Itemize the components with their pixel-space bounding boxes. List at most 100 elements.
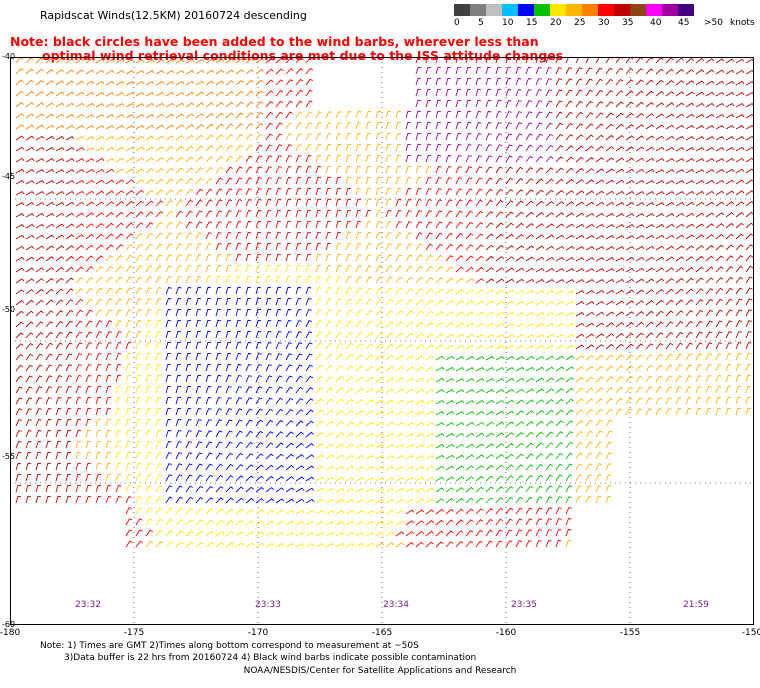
wind-barb [135, 407, 141, 416]
wind-barb [55, 234, 65, 240]
wind-barb [175, 135, 185, 141]
wind-barb [655, 343, 664, 350]
wind-barb [555, 312, 565, 317]
wind-barb [145, 232, 154, 240]
wind-barb [295, 509, 305, 515]
wind-barb [105, 363, 112, 372]
wind-barb [35, 397, 43, 405]
wind-barb [315, 498, 325, 504]
wind-barb [675, 124, 685, 130]
legend-label: >50 [704, 18, 723, 28]
wind-barb [265, 253, 271, 262]
wind-barb [575, 179, 585, 185]
wind-barb [475, 367, 485, 372]
wind-barb [175, 452, 183, 460]
wind-barb [115, 135, 125, 141]
wind-barb [495, 110, 502, 119]
wind-barb [675, 321, 684, 328]
wind-barb [375, 165, 381, 174]
wind-barb [405, 455, 415, 460]
wind-barb [295, 308, 302, 317]
wind-barb [295, 297, 302, 306]
wind-barb [345, 298, 353, 306]
wind-barb [505, 77, 512, 86]
wind-barb [435, 77, 441, 86]
wind-barb [565, 111, 573, 119]
wind-barb [95, 396, 102, 405]
wind-barb [185, 530, 194, 537]
wind-barb [375, 520, 385, 526]
wind-barb [145, 518, 153, 526]
wind-barb [135, 496, 143, 504]
wind-barb [645, 321, 654, 328]
wind-barb [175, 243, 183, 251]
wind-barb [385, 232, 392, 240]
wind-barb [35, 212, 45, 218]
wind-barb [455, 300, 465, 306]
wind-barb [325, 176, 332, 185]
wind-barb [305, 476, 315, 482]
wind-barb [525, 312, 535, 317]
wind-barb [265, 397, 273, 405]
wind-barb [395, 310, 404, 317]
legend-swatch [470, 4, 486, 16]
wind-barb [455, 400, 465, 405]
wind-barb [325, 198, 331, 207]
wind-barb [95, 277, 104, 284]
wind-barb [745, 190, 754, 196]
legend-label: 25 [574, 18, 586, 28]
legend-swatch [678, 4, 694, 16]
wind-barb [345, 143, 352, 152]
wind-barb [475, 497, 484, 504]
wind-barb [725, 58, 735, 64]
wind-barb [435, 176, 442, 185]
wind-barb [215, 69, 225, 75]
wind-barb [125, 179, 135, 185]
wind-barb [685, 91, 695, 97]
wind-barb [325, 510, 335, 515]
wind-barb [665, 299, 674, 306]
wind-barb [115, 407, 121, 416]
wind-barb [425, 188, 432, 196]
wind-barb [55, 375, 63, 383]
wind-barb [315, 286, 322, 295]
wind-barb [575, 344, 585, 350]
wind-barb [235, 486, 244, 493]
wind-barb [145, 341, 152, 350]
wind-barb [315, 364, 324, 372]
wind-barb [445, 266, 454, 273]
wind-barb [25, 310, 34, 317]
wind-barb [725, 276, 734, 284]
wind-barb [665, 397, 673, 405]
wind-barb [415, 509, 425, 515]
wind-barb [15, 364, 24, 372]
wind-barb [145, 485, 153, 493]
wind-barb [295, 209, 301, 218]
wind-barb [555, 431, 564, 438]
wind-barb [145, 540, 154, 548]
wind-barb [385, 477, 395, 482]
wind-barb [565, 366, 575, 372]
wind-barb [185, 485, 193, 493]
wind-barb [325, 275, 332, 284]
wind-barb [85, 223, 95, 229]
wind-barb [135, 276, 143, 284]
wind-barb [455, 88, 461, 97]
legend-swatch [534, 4, 550, 16]
wind-barb [735, 69, 745, 75]
wind-barb [365, 287, 373, 295]
wind-barb [245, 101, 254, 108]
wind-barb [325, 476, 335, 482]
wind-barb [365, 198, 372, 207]
wind-barb [525, 496, 533, 504]
wind-barb [255, 242, 262, 251]
wind-barb [95, 114, 105, 119]
wind-barb [615, 311, 625, 317]
wind-barb [95, 473, 102, 482]
wind-barb [225, 253, 232, 262]
wind-barb [185, 396, 192, 405]
wind-barb [275, 79, 284, 86]
wind-barb [305, 364, 313, 372]
wind-barb [475, 188, 483, 196]
wind-barb [475, 210, 484, 218]
